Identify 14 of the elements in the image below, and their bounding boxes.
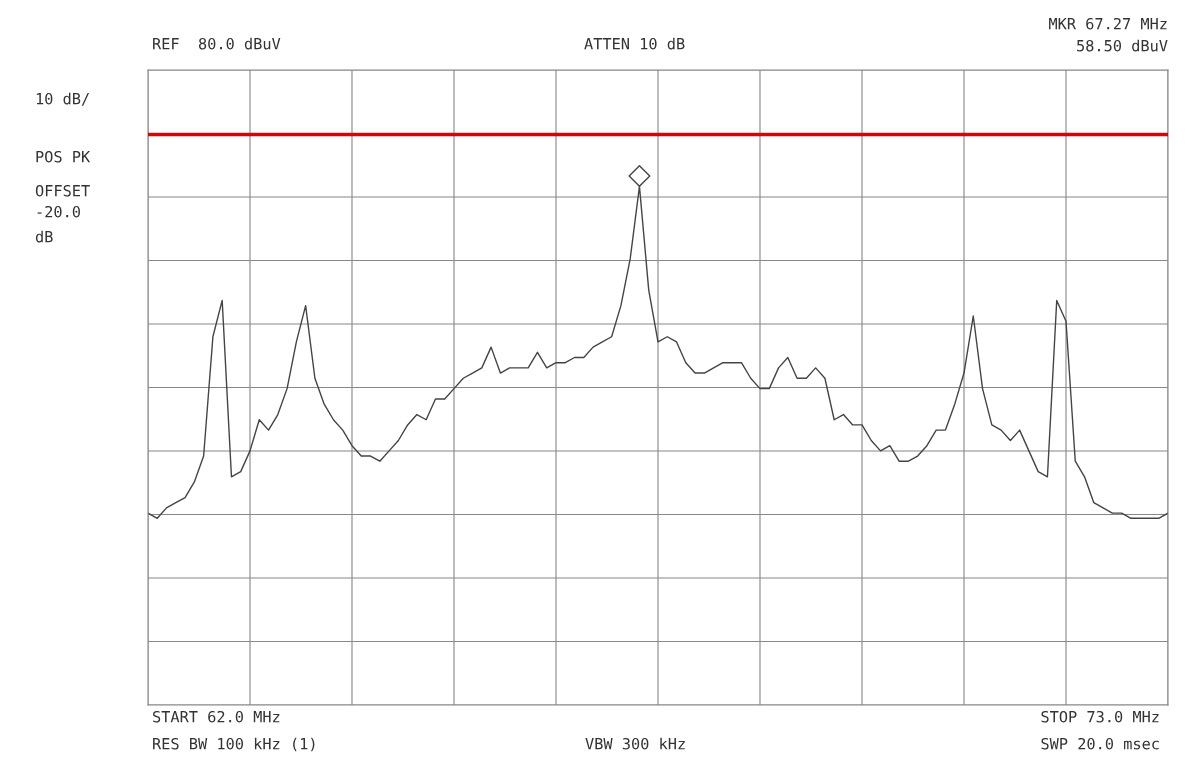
text: REF 80.0 dBuV <box>153 37 281 50</box>
text: STOP 73.0 MHz <box>1041 710 1159 723</box>
text: SWP 20.0 msec <box>1041 737 1159 750</box>
text: OFFSET <box>35 184 90 197</box>
text: MKR 67.27 MHz <box>1049 17 1167 30</box>
text: ATTEN 10 dB <box>584 37 685 50</box>
text: START 62.0 MHz <box>153 710 280 723</box>
text: POS PK <box>36 150 91 163</box>
text: -20.0 <box>37 205 80 218</box>
text: dB <box>35 230 53 243</box>
text: VBW 300 kHz <box>585 737 685 750</box>
text: RES BW 100 kHz (1) <box>153 737 315 752</box>
text: 58.50 dBuV <box>1077 39 1168 52</box>
text: 10 dB/ <box>36 92 90 106</box>
